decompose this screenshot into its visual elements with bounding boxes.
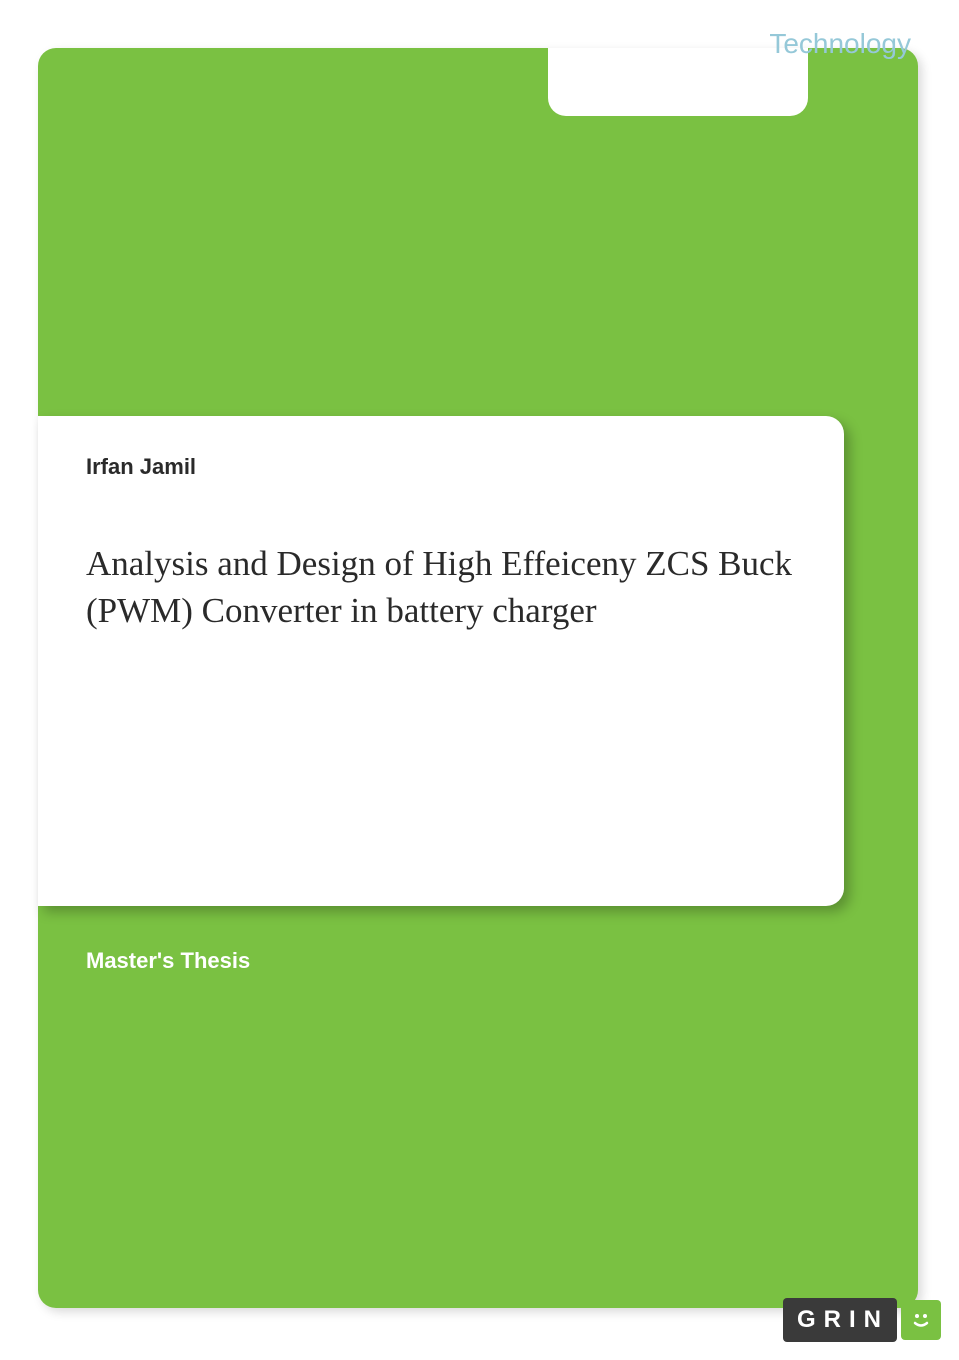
author-name: Irfan Jamil — [86, 454, 796, 480]
publisher-smile-icon — [901, 1300, 941, 1340]
document-type-label: Master's Thesis — [86, 948, 250, 974]
cover-background-panel: Irfan Jamil Analysis and Design of High … — [38, 48, 918, 1308]
category-label: Technology — [769, 28, 911, 60]
document-title: Analysis and Design of High Effeiceny ZC… — [86, 540, 796, 635]
publisher-name: GRIN — [783, 1298, 897, 1342]
publisher-logo: GRIN — [783, 1298, 941, 1342]
title-panel: Irfan Jamil Analysis and Design of High … — [38, 416, 844, 906]
